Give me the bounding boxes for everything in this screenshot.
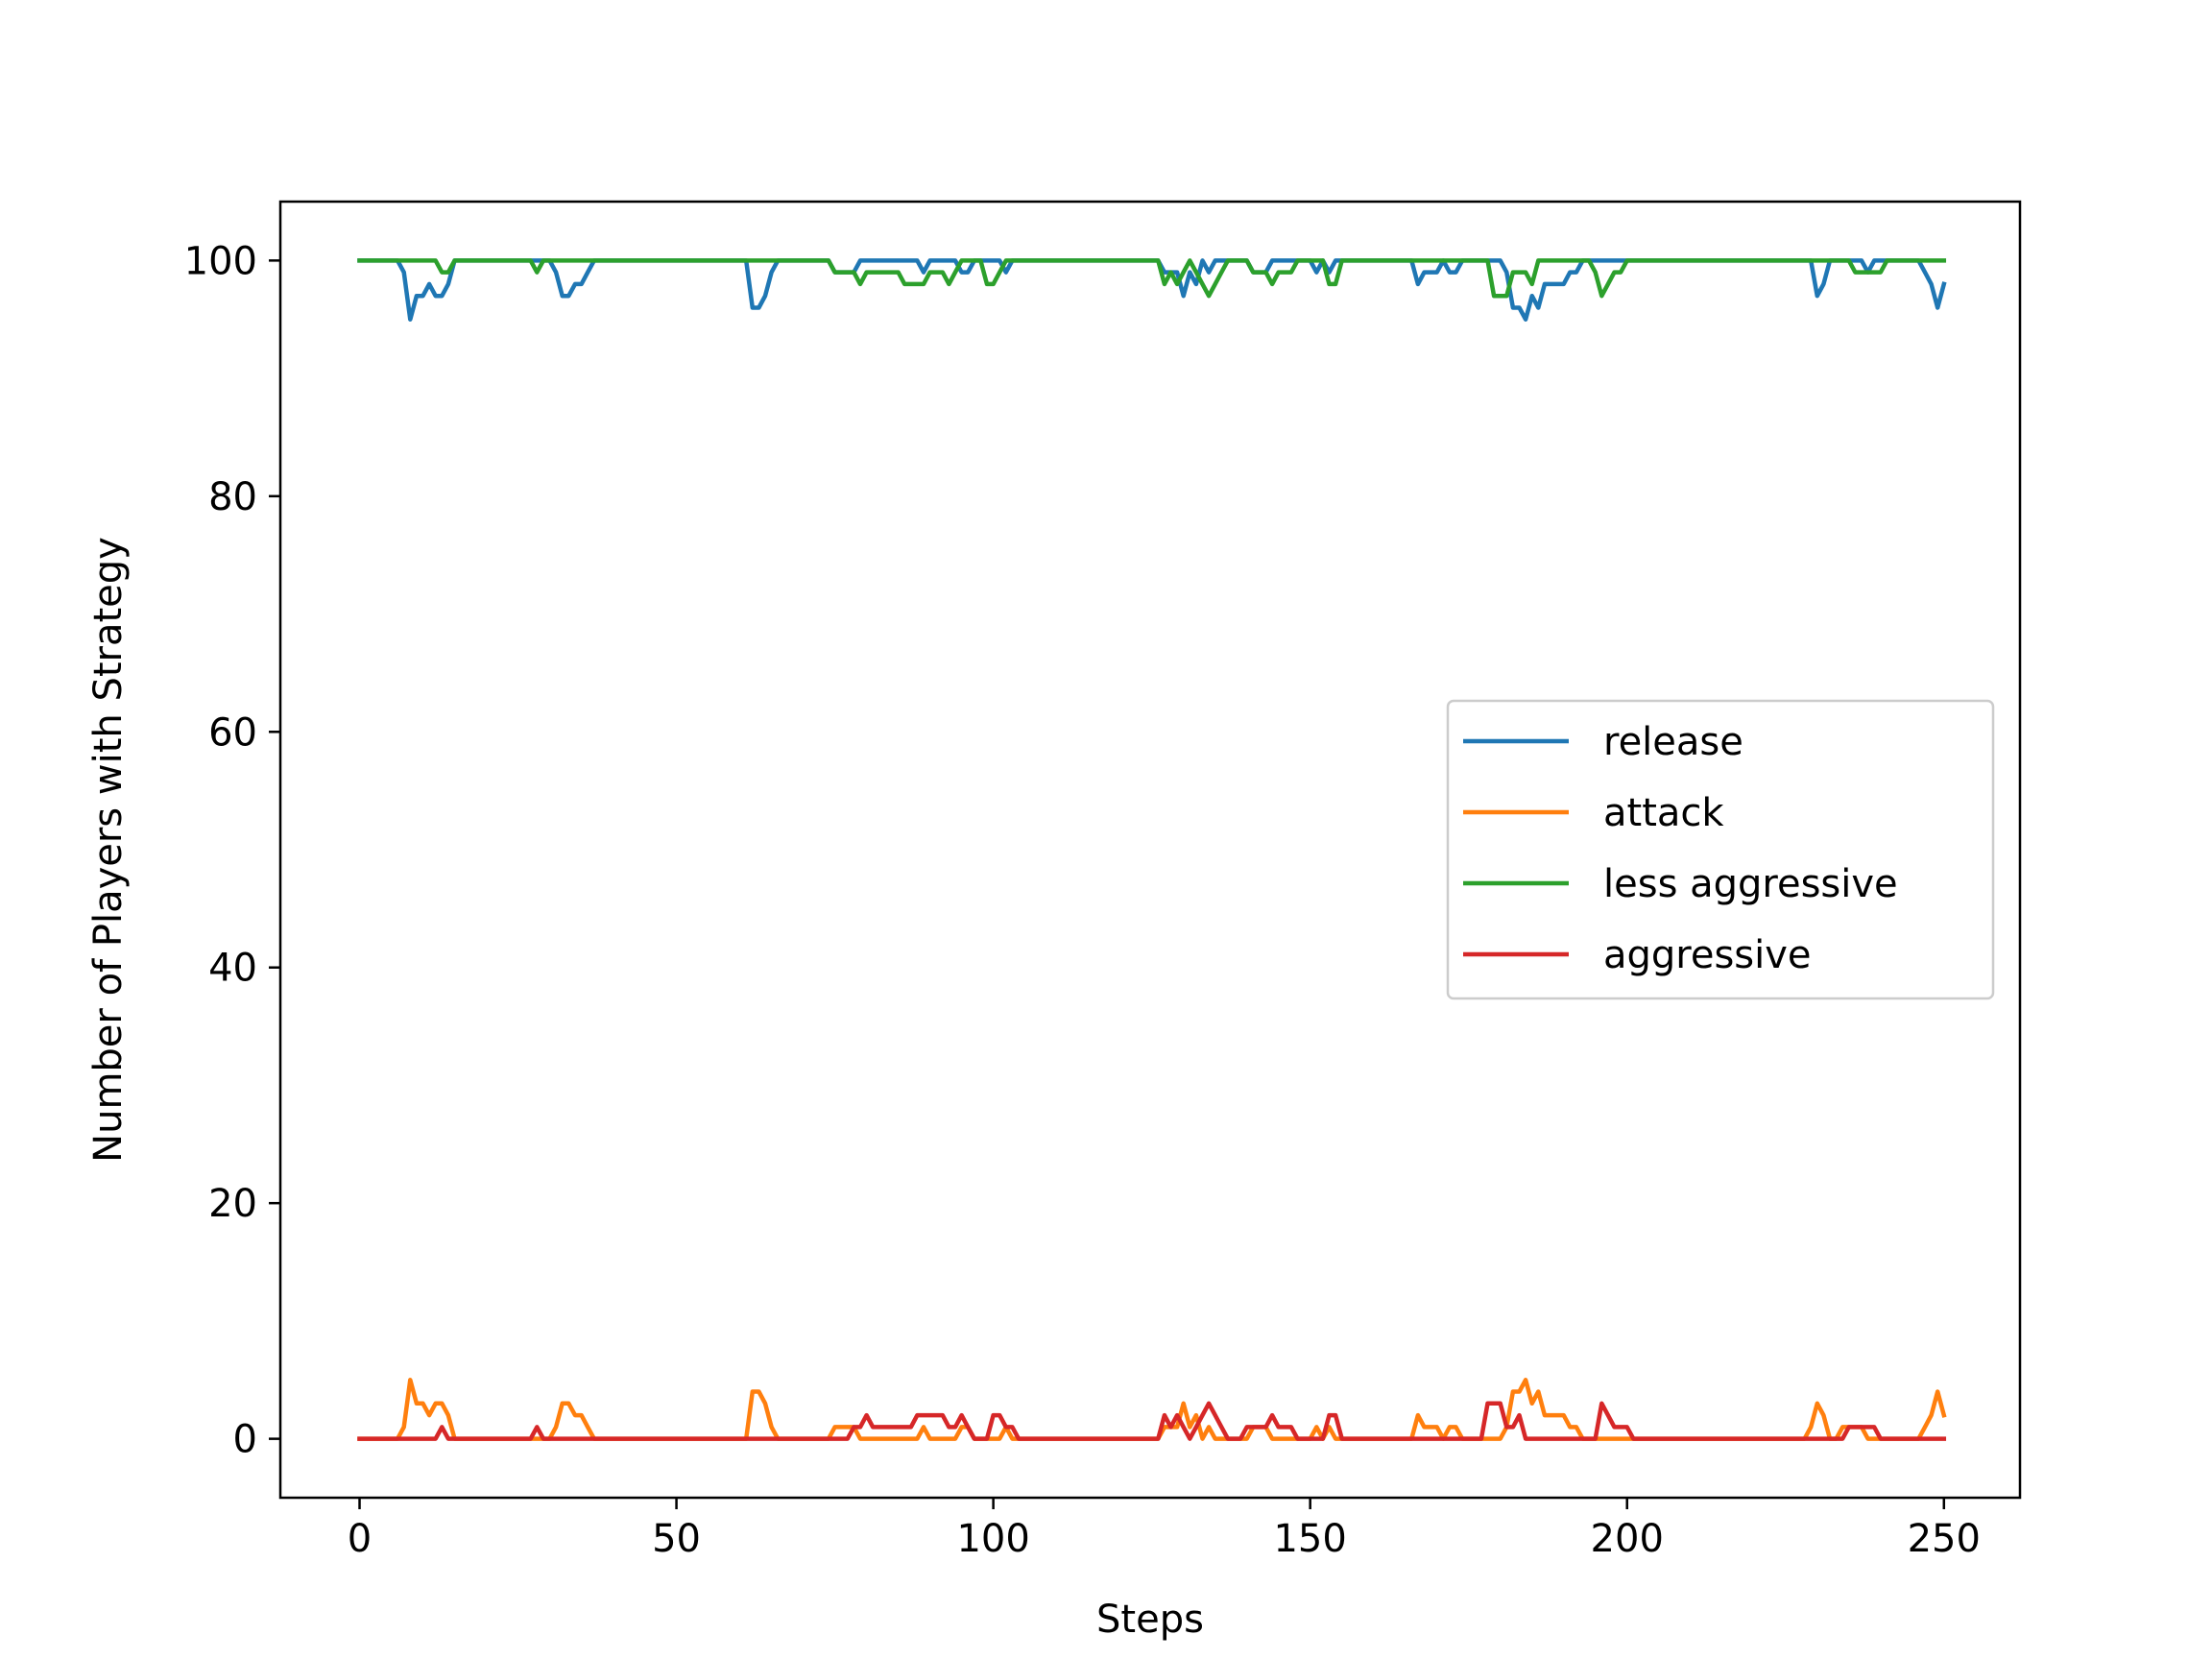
- legend-label-aggressive: aggressive: [1603, 933, 1812, 977]
- plot-frame: [278, 200, 2022, 1500]
- x-axis-ticks: 0 50 100 150 200 250: [348, 1498, 1981, 1561]
- legend-label-less-aggressive: less aggressive: [1603, 862, 1898, 906]
- legend-label-release: release: [1603, 720, 1743, 764]
- x-tick-label: 0: [348, 1517, 372, 1561]
- x-tick-label: 200: [1591, 1517, 1664, 1561]
- x-tick-label: 250: [1908, 1517, 1981, 1561]
- y-tick-label: 40: [208, 947, 257, 991]
- series-line-less-aggressive: [357, 258, 1947, 299]
- y-tick-label: 100: [184, 239, 257, 283]
- y-tick-label: 80: [208, 475, 257, 519]
- x-tick-label: 100: [956, 1517, 1029, 1561]
- series-line-aggressive: [357, 1401, 1947, 1441]
- x-axis-label: Steps: [1096, 1598, 1204, 1642]
- y-tick-label: 60: [208, 710, 257, 755]
- legend-frame: [1446, 699, 1995, 1000]
- y-axis-ticks: 0 20 40 60 80 100: [184, 239, 280, 1462]
- y-tick-label: 0: [233, 1418, 257, 1462]
- plot-lines: [357, 258, 1947, 1441]
- legend: release attack less aggressive aggressive: [1446, 699, 1995, 1000]
- legend-label-attack: attack: [1603, 791, 1724, 835]
- y-axis-label: Number of Players with Strategy: [86, 537, 131, 1163]
- y-tick-label: 20: [208, 1182, 257, 1226]
- x-tick-label: 50: [652, 1517, 701, 1561]
- x-tick-label: 150: [1273, 1517, 1346, 1561]
